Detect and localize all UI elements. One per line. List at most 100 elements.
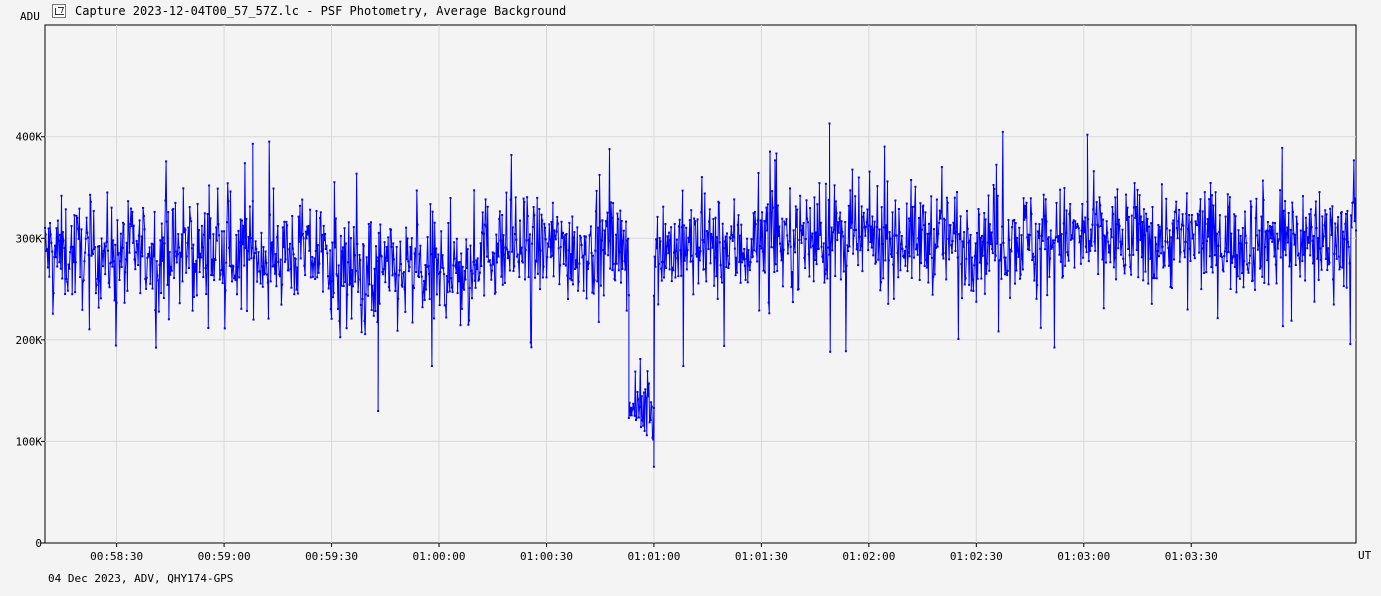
data-point <box>601 219 604 222</box>
data-point <box>1070 234 1073 237</box>
data-point <box>226 221 228 224</box>
data-point <box>766 203 769 206</box>
data-point <box>533 214 536 217</box>
data-point <box>880 206 883 209</box>
data-point <box>1132 253 1135 256</box>
data-point <box>795 225 798 228</box>
data-point <box>926 232 929 235</box>
data-point <box>760 235 763 238</box>
data-point <box>140 235 143 238</box>
data-point <box>690 254 693 257</box>
data-point <box>1077 227 1080 230</box>
data-point <box>1327 247 1330 250</box>
data-point <box>1062 275 1064 277</box>
data-point <box>860 205 863 208</box>
data-point <box>1004 256 1007 259</box>
data-point <box>155 260 158 263</box>
data-point <box>643 429 646 432</box>
data-point <box>919 202 922 205</box>
data-point <box>368 283 371 286</box>
data-point <box>647 382 650 385</box>
data-point <box>529 341 532 344</box>
data-point <box>97 306 100 309</box>
data-point <box>361 298 364 301</box>
data-point <box>1298 257 1301 260</box>
data-point <box>1155 243 1158 246</box>
data-point <box>1072 221 1074 224</box>
data-point <box>876 185 879 188</box>
data-point <box>1132 206 1135 209</box>
data-point <box>780 259 783 262</box>
data-point <box>701 239 704 241</box>
data-point <box>177 233 180 236</box>
data-point <box>328 282 331 285</box>
data-point <box>215 226 218 229</box>
data-point <box>479 242 482 245</box>
data-point <box>987 194 990 197</box>
data-point <box>1297 252 1300 255</box>
data-point <box>431 210 434 213</box>
data-point <box>1004 273 1006 276</box>
data-point <box>196 202 199 205</box>
data-point <box>803 257 806 259</box>
data-point <box>797 288 800 290</box>
data-point <box>1338 268 1341 271</box>
data-point <box>1294 264 1297 266</box>
data-point <box>960 263 963 266</box>
data-point <box>707 248 710 251</box>
data-point <box>351 269 354 272</box>
data-point <box>528 238 531 241</box>
data-point <box>538 208 541 210</box>
data-point <box>600 239 603 242</box>
data-point <box>1107 251 1110 254</box>
data-point <box>882 226 885 229</box>
data-point <box>1190 221 1193 224</box>
data-point <box>656 215 659 218</box>
data-point <box>834 275 837 277</box>
data-point <box>205 293 208 295</box>
data-point <box>567 298 569 300</box>
data-point <box>523 201 526 204</box>
data-point <box>762 269 765 272</box>
data-point <box>685 226 688 229</box>
data-point <box>984 218 987 221</box>
data-point <box>204 267 207 270</box>
data-point <box>519 219 521 222</box>
data-point <box>612 202 615 205</box>
data-point <box>863 226 866 229</box>
data-point <box>908 255 911 258</box>
data-point <box>456 292 459 295</box>
data-point <box>578 262 581 265</box>
data-point <box>1158 225 1161 228</box>
data-point <box>911 205 914 208</box>
data-point <box>928 222 930 225</box>
data-point <box>728 262 731 265</box>
data-point <box>1231 256 1234 259</box>
data-point <box>1019 273 1022 276</box>
data-point <box>471 272 474 275</box>
data-point <box>735 256 738 259</box>
data-point <box>999 243 1002 246</box>
data-point <box>783 220 786 223</box>
data-point <box>191 309 194 312</box>
data-point <box>1160 183 1163 186</box>
data-point <box>1228 206 1231 209</box>
data-point <box>92 252 94 255</box>
data-point <box>558 283 561 286</box>
data-point <box>1210 266 1213 269</box>
data-point <box>1082 220 1085 223</box>
data-point <box>1165 227 1168 230</box>
data-point <box>654 265 657 268</box>
data-point <box>58 261 61 264</box>
data-point <box>64 293 67 295</box>
data-point <box>915 248 918 251</box>
data-point <box>536 272 539 275</box>
data-point <box>284 258 287 261</box>
data-point <box>488 260 491 263</box>
data-point <box>432 247 435 250</box>
data-point <box>875 226 878 228</box>
data-point <box>712 218 715 220</box>
data-point <box>67 263 70 266</box>
data-point <box>1308 213 1311 216</box>
